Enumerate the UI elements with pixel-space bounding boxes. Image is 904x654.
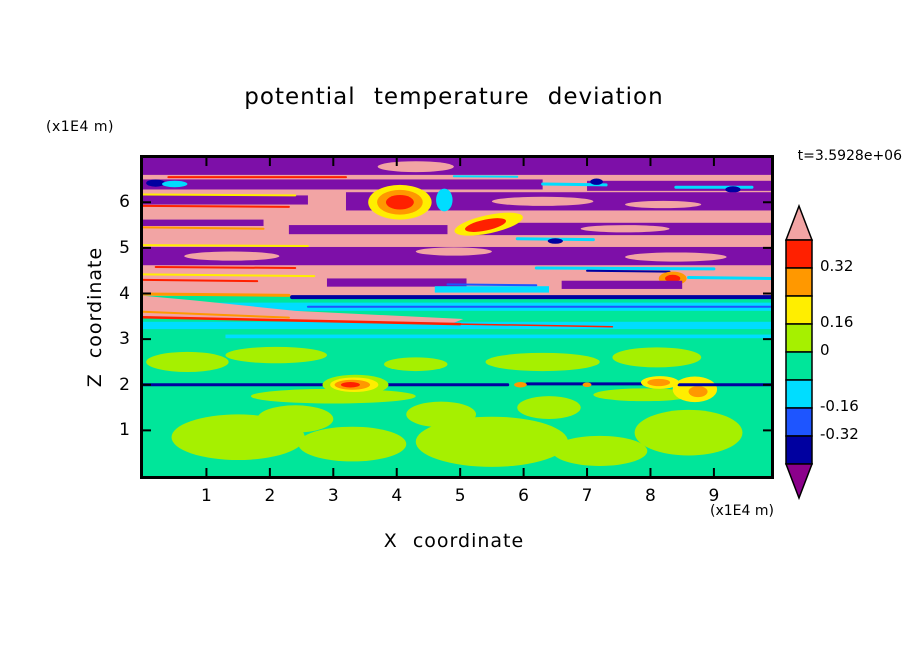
x-tick-label: 8 [645,486,656,506]
y-tick-label: 6 [119,192,130,213]
y-tick-label: 5 [119,237,130,258]
y-axis-title: Z coordinate [84,246,106,388]
y-axis-unit-label: (x1E4 m) [46,119,114,135]
x-axis-title: X coordinate [383,530,525,552]
colorbar-scale [784,203,814,501]
timestamp-annotation: t=3.5928e+06 [797,148,902,164]
colorbar-tick-label: 0 [820,341,830,359]
x-tick-label: 6 [518,486,530,506]
x-tick-label: 7 [581,486,593,506]
colorbar-tick-label: -0.16 [820,397,859,415]
colorbar-tick-label: 0.32 [820,257,854,275]
plot-area [140,155,774,479]
colorbar [784,203,814,504]
heatmap-field [143,158,771,476]
x-tick-label: 5 [454,486,466,506]
y-tick-label: 1 [119,420,130,441]
colorbar-tick-label: -0.32 [820,425,859,443]
x-tick-label: 9 [708,486,720,506]
chart-title: potential temperature deviation [244,84,664,110]
y-tick-label: 3 [119,329,130,350]
x-tick-label: 2 [264,486,276,506]
y-tick-label: 2 [119,374,130,395]
y-tick-label: 4 [119,283,130,304]
x-tick-label: 1 [201,486,212,506]
x-tick-label: 3 [327,486,339,506]
x-tick-label: 4 [391,486,403,506]
x-axis-unit-label: (x1E4 m) [710,503,774,519]
colorbar-tick-label: 0.16 [820,313,854,331]
